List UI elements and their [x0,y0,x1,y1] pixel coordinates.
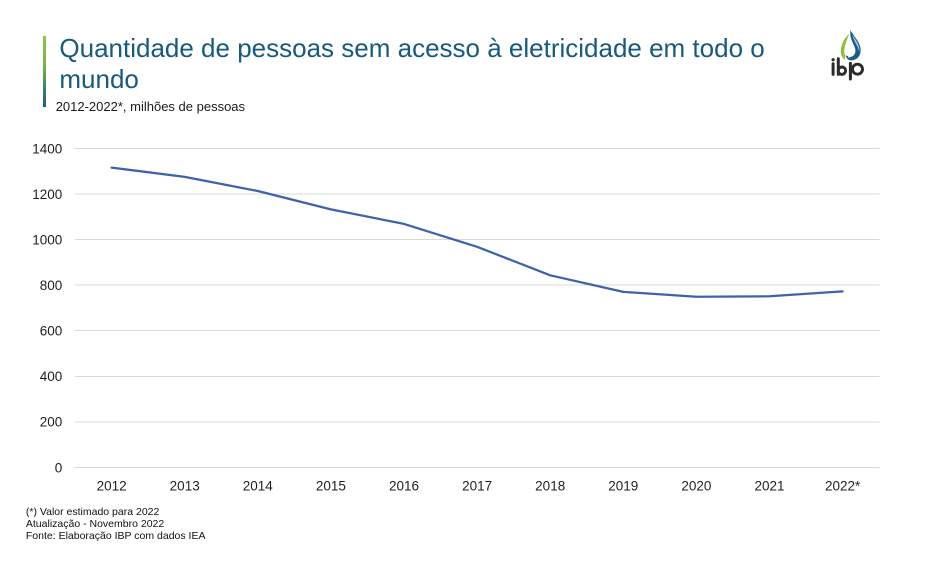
svg-text:2014: 2014 [243,478,274,493]
svg-text:2015: 2015 [316,478,346,493]
svg-text:2018: 2018 [535,478,565,493]
svg-text:2021: 2021 [754,478,784,493]
svg-text:800: 800 [40,278,63,293]
svg-text:2012: 2012 [97,478,127,493]
svg-text:2019: 2019 [608,478,638,493]
svg-text:1200: 1200 [32,187,62,202]
svg-text:2020: 2020 [681,478,711,493]
svg-text:2016: 2016 [389,478,419,493]
svg-text:400: 400 [40,369,63,384]
svg-text:200: 200 [40,415,63,430]
svg-text:600: 600 [40,324,63,339]
svg-text:0: 0 [55,460,63,475]
svg-text:2017: 2017 [462,478,492,493]
svg-text:1000: 1000 [32,233,62,248]
svg-text:2013: 2013 [170,478,200,493]
svg-text:1400: 1400 [32,142,62,157]
svg-text:2022*: 2022* [825,478,861,493]
